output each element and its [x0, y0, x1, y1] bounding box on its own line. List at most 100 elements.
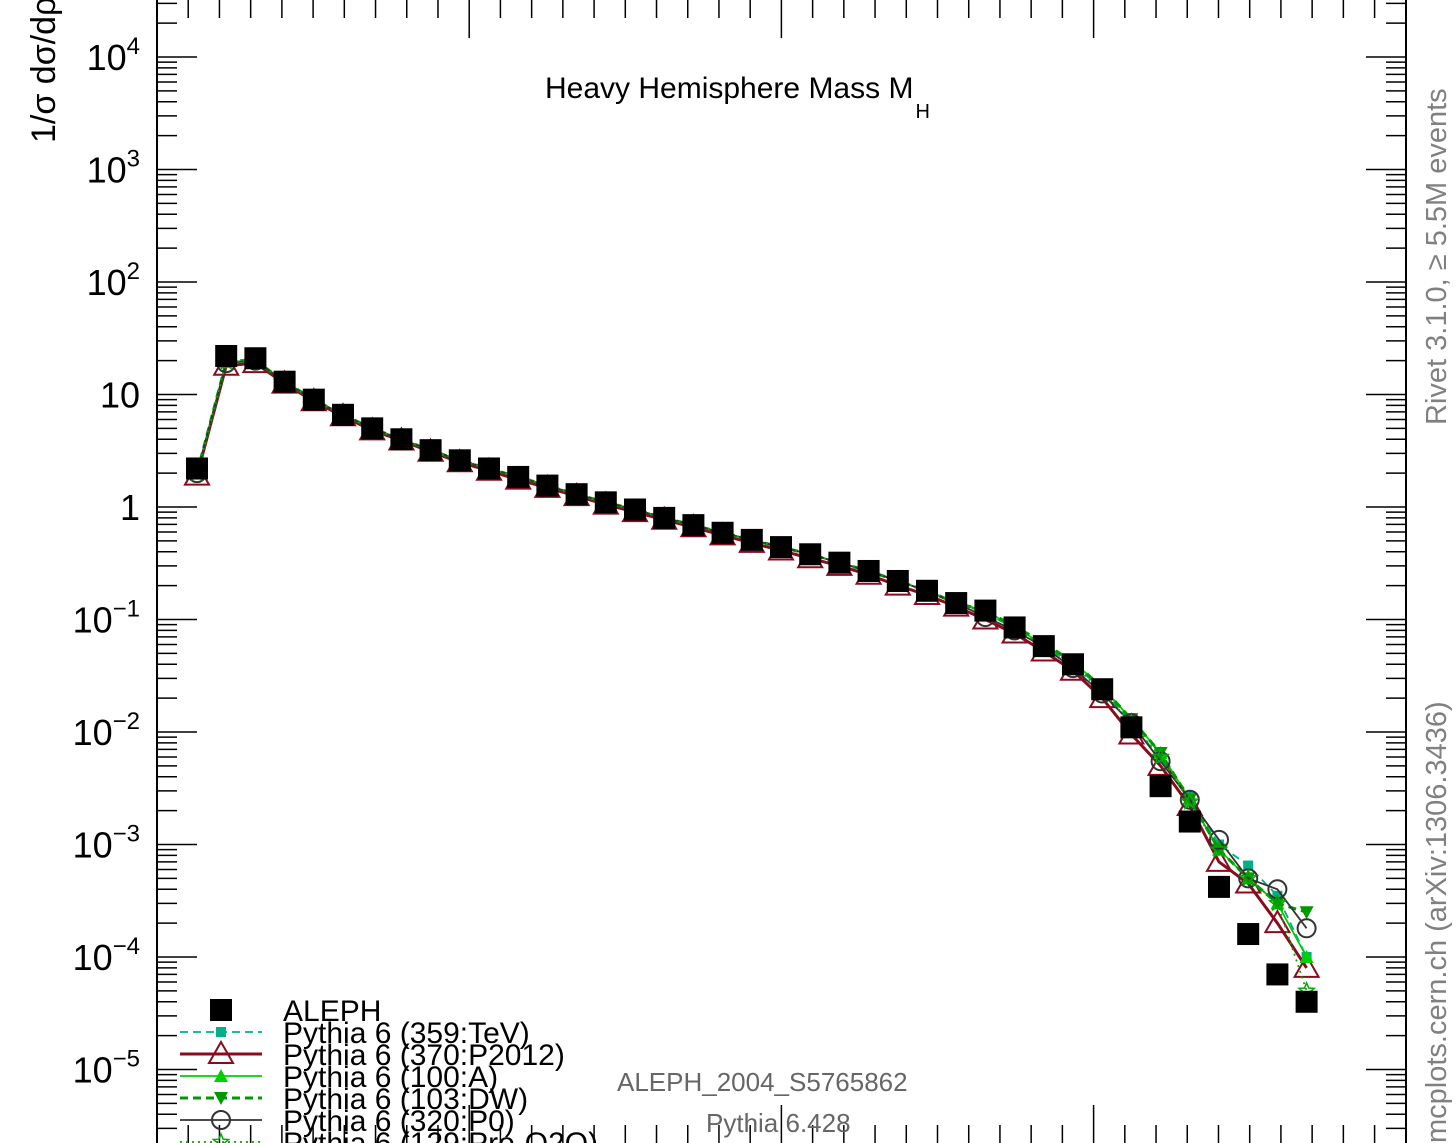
chart-title: Heavy Hemisphere Mass MH — [545, 72, 930, 123]
data-point — [1120, 716, 1143, 739]
y-tick-exponent: 4 — [127, 33, 140, 60]
y-tick-base: 10 — [73, 825, 113, 866]
series-layer — [183, 344, 1321, 1013]
data-point — [211, 1131, 231, 1143]
data-point — [214, 1092, 228, 1105]
data-point — [624, 498, 646, 521]
series-line — [195, 359, 1308, 914]
data-point — [361, 417, 384, 440]
legend-item: Pythia 6 (129:Pro-Q2O) — [180, 1127, 598, 1143]
y-tick-label: 10−3 — [73, 821, 140, 866]
data-point — [857, 559, 880, 582]
data-point — [682, 514, 705, 537]
data-point — [1266, 963, 1289, 986]
data-point — [1243, 860, 1254, 871]
y-tick-base: 10 — [87, 37, 127, 78]
y-tick-exponent: −5 — [113, 1046, 140, 1073]
series-pythia-6-129-pro-q2o- — [187, 350, 1317, 999]
analysis-id-label: ALEPH_2004_S5765862 — [617, 1067, 908, 1097]
data-point — [828, 551, 851, 574]
series-line — [196, 359, 1308, 992]
data-point — [1003, 616, 1026, 639]
data-point — [244, 347, 267, 370]
series-pythia-6-103-dw- — [190, 354, 1314, 920]
data-point — [799, 543, 822, 566]
y-tick-base: 1 — [120, 487, 140, 528]
data-point — [1153, 747, 1168, 761]
data-point — [1179, 789, 1200, 810]
legend-item: Pythia 6 (103:DW) — [180, 1083, 528, 1116]
series-pythia-6-100-a- — [190, 353, 1314, 963]
data-point — [945, 592, 968, 615]
data-point — [1263, 909, 1292, 934]
series-pythia-6-359-tev- — [192, 354, 1312, 962]
data-point — [974, 599, 997, 622]
legend-label: Pythia 6 (103:DW) — [283, 1083, 528, 1116]
y-tick-label: 104 — [87, 33, 140, 78]
data-point — [1062, 653, 1084, 676]
data-point — [1296, 918, 1317, 939]
data-point — [1208, 875, 1230, 898]
y-tick-label: 103 — [87, 146, 140, 191]
y-tick-base: 10 — [100, 375, 140, 416]
data-point — [711, 521, 734, 544]
data-point — [1299, 906, 1314, 920]
y-tick-label: 10 — [100, 375, 140, 416]
data-point — [1299, 950, 1314, 963]
x-axis — [156, 0, 1407, 1143]
data-point — [1032, 635, 1055, 658]
data-point — [1209, 839, 1229, 858]
y-tick-exponent: −3 — [113, 821, 140, 848]
chart-title-text: Heavy Hemisphere Mass M — [545, 72, 913, 105]
data-point — [214, 1069, 228, 1082]
legend-label: Pythia 6 (320:P0) — [283, 1105, 515, 1138]
data-point — [507, 465, 530, 488]
y-tick-exponent: −2 — [113, 708, 140, 735]
series-line — [196, 359, 1308, 958]
data-point — [1267, 893, 1287, 912]
data-point — [448, 449, 471, 472]
data-point — [1234, 869, 1262, 894]
data-point — [594, 491, 617, 514]
data-point — [332, 403, 354, 426]
legend-label: Pythia 6 (129:Pro-Q2O) — [283, 1127, 598, 1143]
y-tick-base: 10 — [73, 1050, 113, 1091]
y-tick-label: 10−2 — [73, 708, 140, 753]
y-tick-base: 10 — [87, 150, 127, 191]
y-tick-base: 10 — [87, 262, 127, 303]
y-tick-base: 10 — [73, 937, 113, 978]
data-point — [1091, 678, 1114, 701]
data-point — [1205, 847, 1233, 872]
data-point — [1151, 747, 1171, 766]
data-point — [740, 528, 763, 551]
data-point — [215, 344, 238, 367]
y-tick-exponent: −4 — [113, 933, 140, 960]
y-tick-label: 10−5 — [73, 1046, 140, 1091]
data-point — [390, 428, 413, 451]
series-pythia-6-370-p2012- — [183, 349, 1321, 978]
data-point — [1292, 953, 1321, 978]
legend-item: ALEPH — [210, 995, 381, 1028]
data-point — [216, 1027, 226, 1037]
data-point — [770, 536, 792, 559]
data-point — [1178, 810, 1201, 833]
legend-label: ALEPH — [283, 995, 381, 1028]
data-point — [1149, 775, 1172, 798]
legend-item: Pythia 6 (100:A) — [180, 1061, 498, 1094]
y-tick-exponent: 3 — [127, 146, 140, 173]
legend-label: Pythia 6 (370:P2012) — [283, 1039, 565, 1072]
y-tick-label: 1 — [120, 487, 140, 528]
y-axis-label: 1/σ dσ/dρ — [25, 0, 63, 143]
data-point — [565, 483, 588, 506]
data-point — [1238, 868, 1258, 887]
data-point — [210, 999, 232, 1021]
data-point — [536, 474, 559, 497]
data-point — [211, 1110, 231, 1130]
data-point — [1180, 791, 1200, 810]
legend-item: Pythia 6 (359:TeV) — [180, 1017, 530, 1050]
legend-item: Pythia 6 (320:P0) — [180, 1105, 515, 1138]
data-point — [419, 439, 442, 462]
